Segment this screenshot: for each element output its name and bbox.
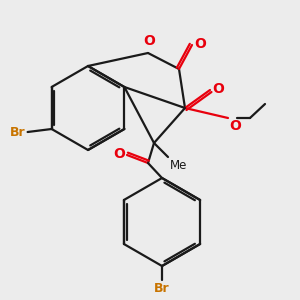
Text: Me: Me xyxy=(170,159,188,172)
Text: O: O xyxy=(143,34,155,48)
Text: Br: Br xyxy=(154,282,170,295)
Text: O: O xyxy=(194,37,206,51)
Text: Br: Br xyxy=(10,125,26,139)
Text: O: O xyxy=(229,119,241,133)
Text: O: O xyxy=(212,82,224,96)
Text: O: O xyxy=(113,147,125,161)
